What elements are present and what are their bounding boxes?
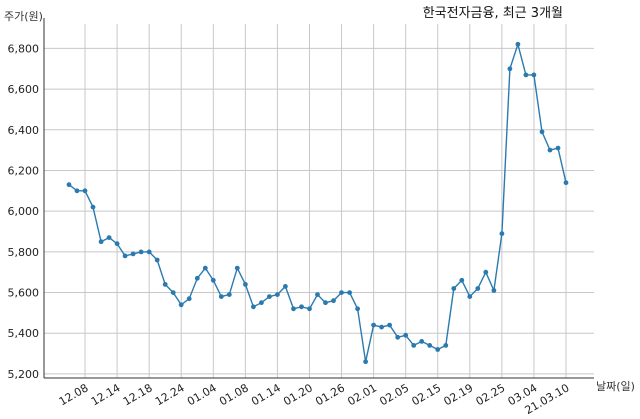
x-tick-label: 12.24	[153, 381, 187, 408]
data-point	[331, 298, 336, 304]
data-point	[475, 286, 481, 291]
data-point	[395, 334, 401, 340]
data-point	[499, 231, 505, 237]
y-tick-label: 6,600	[8, 83, 40, 96]
data-point	[315, 292, 320, 297]
data-point	[419, 339, 425, 344]
x-tick-label: 12.18	[121, 381, 155, 408]
data-point	[459, 277, 465, 283]
data-point	[138, 249, 144, 255]
chart-title: 한국전자금융, 최근 3개월	[423, 6, 563, 21]
data-point	[299, 304, 304, 310]
data-point	[371, 322, 376, 328]
data-point	[178, 302, 184, 308]
y-tick-label: 5,200	[8, 368, 40, 381]
x-axis-title: 날짜(일)	[596, 379, 635, 393]
x-tick-label: 02.25	[474, 381, 508, 408]
x-tick-label: 02.19	[442, 381, 476, 408]
data-point	[226, 292, 232, 297]
y-tick-label: 6,400	[8, 124, 40, 137]
data-point	[515, 41, 521, 47]
data-point	[363, 359, 368, 365]
data-point	[122, 253, 128, 259]
y-tick-label: 5,600	[8, 287, 40, 300]
data-point	[563, 180, 569, 186]
data-point	[379, 324, 384, 330]
data-point	[531, 72, 537, 78]
data-point	[555, 145, 561, 151]
price-line	[68, 41, 567, 362]
data-point	[170, 290, 176, 295]
data-point	[218, 294, 224, 299]
data-point	[451, 286, 457, 291]
data-point	[154, 257, 160, 263]
data-point	[74, 188, 80, 194]
data-point	[162, 282, 168, 287]
data-point	[90, 204, 96, 210]
y-axis-title: 주가(원)	[4, 10, 43, 23]
data-point	[491, 288, 497, 293]
y-tick-label: 6,800	[8, 42, 40, 55]
data-point	[339, 290, 344, 295]
x-tick-label: 02.05	[377, 381, 411, 408]
data-point	[210, 277, 216, 283]
data-point	[275, 292, 280, 297]
data-point	[323, 300, 328, 306]
data-point	[539, 129, 545, 135]
data-point	[411, 343, 417, 348]
y-tick-label: 6,200	[8, 164, 40, 177]
data-point	[251, 304, 256, 310]
data-point	[523, 72, 529, 78]
x-tick-label: 01.14	[249, 381, 283, 408]
data-point	[307, 306, 312, 312]
data-point	[483, 269, 489, 275]
data-point	[234, 265, 240, 271]
data-point	[387, 322, 392, 328]
data-point	[435, 347, 441, 352]
data-point	[283, 284, 288, 289]
data-point	[130, 251, 136, 257]
y-tick-label: 5,400	[8, 327, 40, 340]
y-tick-label: 5,800	[8, 246, 40, 259]
data-point	[98, 239, 104, 245]
data-point	[146, 249, 152, 255]
data-point	[427, 343, 433, 348]
x-tick-label: 01.20	[281, 381, 315, 408]
y-axis-ticks: 5,200 5,400 5,600 5,800 6,000 6,200 6,400 6,600…	[8, 42, 40, 381]
data-point	[106, 235, 112, 241]
axes	[43, 18, 594, 379]
data-point	[291, 306, 296, 312]
data-point	[547, 147, 553, 153]
x-tick-label: 12.14	[89, 381, 123, 408]
data-point	[507, 66, 513, 72]
grid	[44, 24, 594, 378]
data-point	[467, 294, 473, 299]
x-tick-label: 02.15	[409, 381, 443, 408]
x-tick-label: 12.08	[57, 381, 91, 408]
data-point	[355, 306, 360, 312]
data-point	[82, 188, 88, 194]
data-point	[243, 282, 248, 287]
data-point	[202, 265, 208, 271]
data-point	[403, 332, 409, 338]
x-tick-label: 01.08	[217, 381, 251, 408]
data-point	[259, 300, 264, 306]
data-point	[66, 182, 72, 188]
x-tick-label: 02.01	[345, 381, 379, 408]
data-point	[194, 275, 200, 281]
y-tick-label: 6,000	[8, 205, 40, 218]
price-points	[66, 41, 569, 365]
data-point	[267, 294, 272, 299]
data-point	[186, 296, 192, 302]
x-tick-label: 01.04	[185, 381, 219, 408]
x-axis-ticks: 12.0812.1412.1812.2401.0401.0801.1401.20…	[57, 381, 572, 417]
x-tick-label: 01.26	[313, 381, 347, 408]
data-point	[347, 290, 352, 295]
data-point	[443, 343, 449, 348]
data-point	[114, 241, 120, 247]
